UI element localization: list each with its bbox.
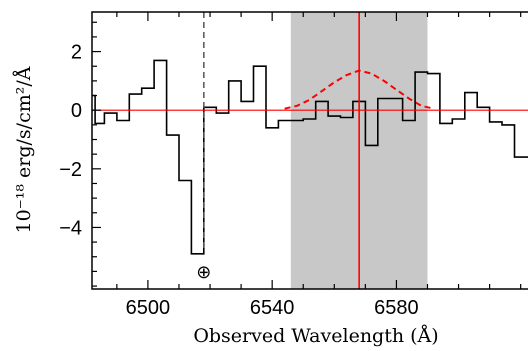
tick-labels: 6500 6540 6580 2 0 −2 −4 bbox=[59, 42, 418, 319]
x-tick-label: 6500 bbox=[126, 297, 171, 319]
spectrum-line bbox=[92, 59, 528, 255]
x-axis-label: Observed Wavelength (Å) bbox=[193, 325, 438, 347]
y-tick-label: 2 bbox=[71, 42, 82, 64]
reference-lines: ⊕ bbox=[92, 12, 528, 289]
y-tick-label: −4 bbox=[59, 217, 82, 239]
y-tick-label: 0 bbox=[71, 100, 82, 122]
x-tick-label: 6540 bbox=[250, 297, 295, 319]
plot-frame bbox=[91, 11, 528, 290]
earth-symbol: ⊕ bbox=[196, 262, 211, 283]
y-axis-label: 10⁻¹⁸ erg/s/cm²/Å bbox=[13, 66, 35, 233]
x-tick-label: 6580 bbox=[374, 297, 419, 319]
y-tick-label: −2 bbox=[59, 159, 82, 181]
observed-spectrum-series bbox=[92, 59, 528, 255]
axes-ticks bbox=[92, 12, 522, 289]
